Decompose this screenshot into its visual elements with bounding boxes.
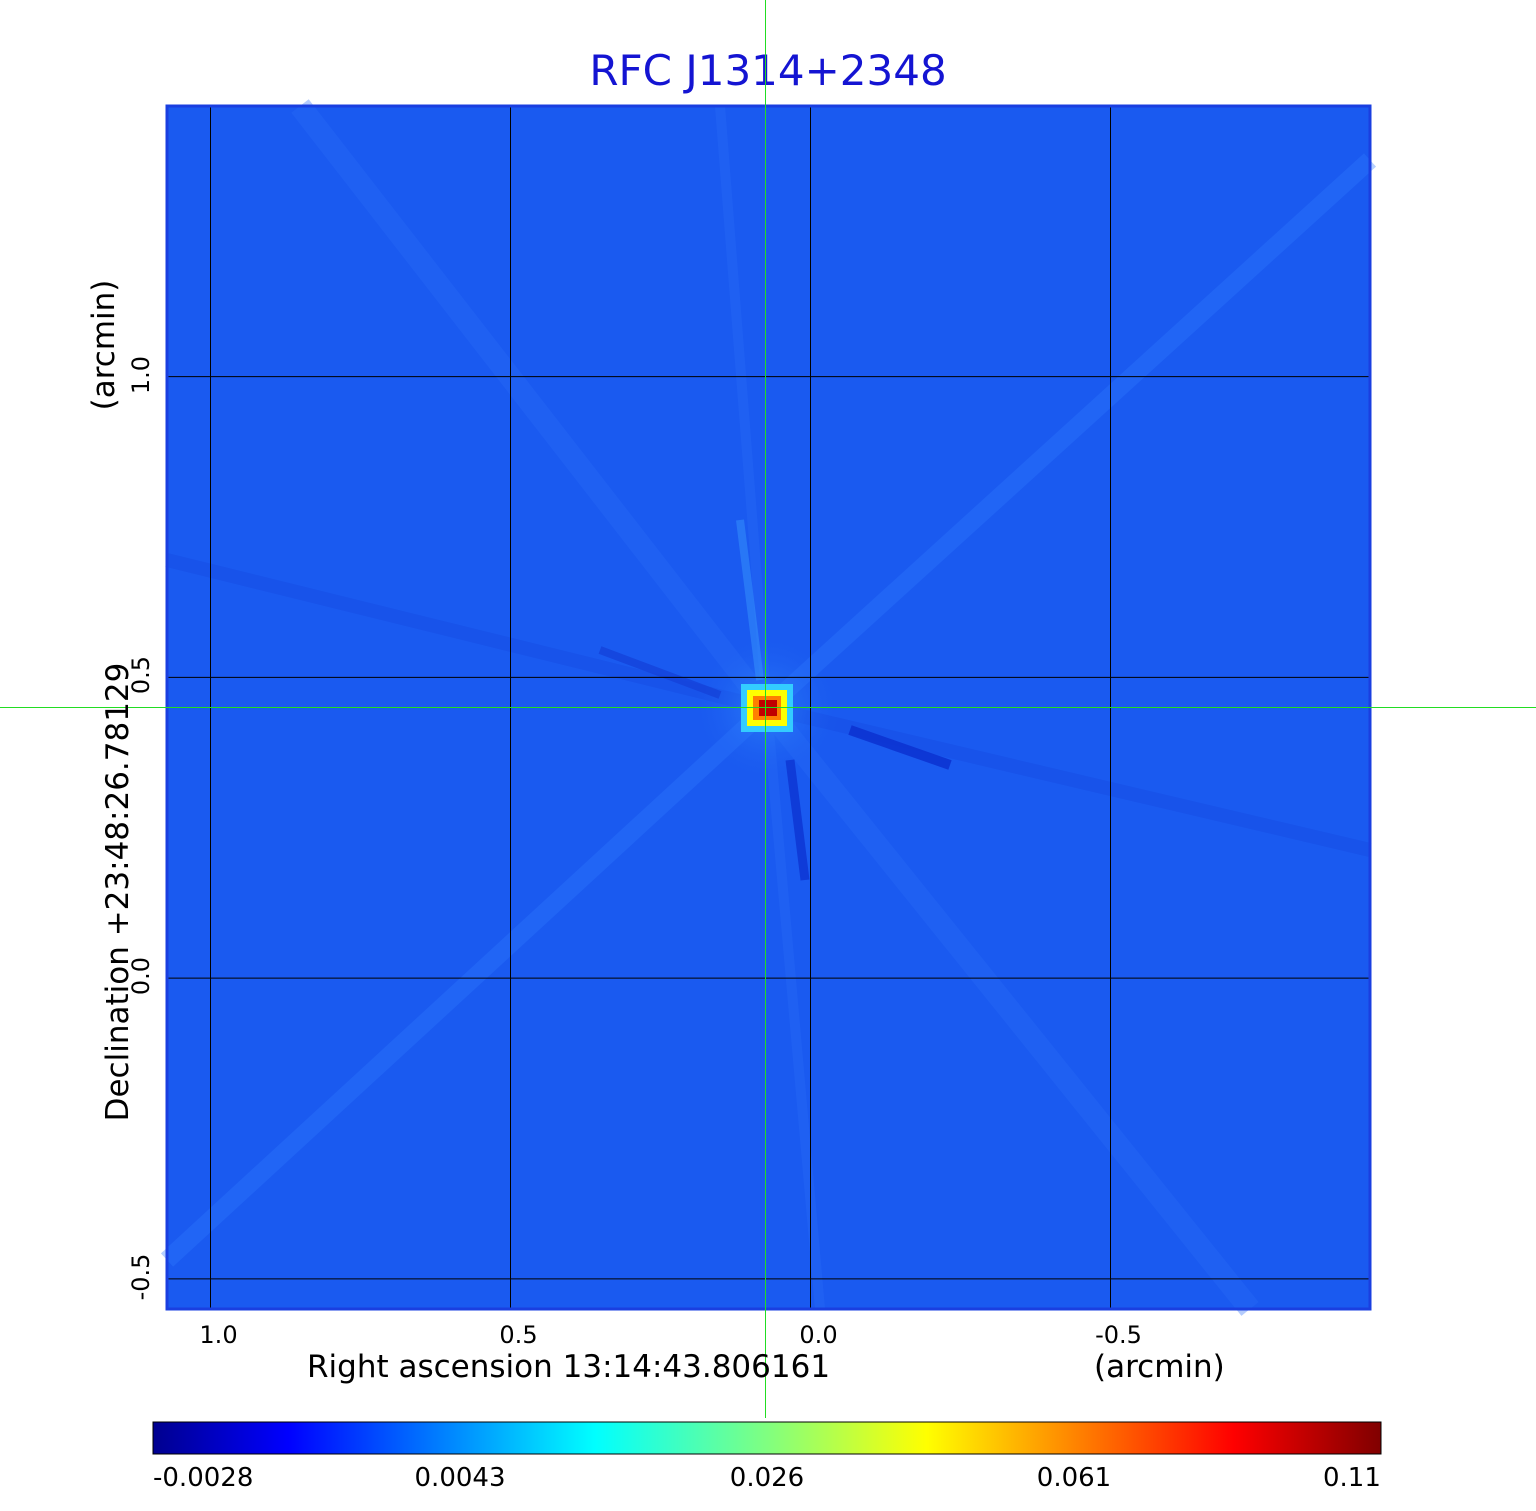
- x-axis-label: Right ascension 13:14:43.806161: [307, 1349, 831, 1385]
- source-sidelobes: [598, 519, 952, 881]
- y-tick-label: 1.0: [127, 355, 155, 394]
- map-texture: [160, 99, 1377, 1316]
- x-tick-label: 0.5: [499, 1321, 538, 1349]
- colorbar-tick-label: 0.0043: [414, 1463, 506, 1493]
- x-tick-label: 0.0: [799, 1321, 838, 1349]
- x-axis-unit: (arcmin): [1094, 1349, 1225, 1385]
- x-tick-label: 1.0: [199, 1321, 238, 1349]
- x-tick-label: -0.5: [1095, 1321, 1142, 1349]
- colorbar-tick-label: 0.11: [1323, 1463, 1381, 1493]
- coordinate-grid: [167, 106, 1370, 1309]
- colorbar: [152, 1421, 1382, 1455]
- y-axis-label: Declination +23:48:26.78129: [100, 662, 136, 1122]
- colorbar-tick-label: 0.061: [1036, 1463, 1112, 1493]
- chart-title: RFC J1314+2348: [589, 46, 947, 95]
- colorbar-tick-label: 0.026: [729, 1463, 805, 1493]
- y-axis-unit: (arcmin): [86, 279, 122, 411]
- colorbar-tick-label: -0.0028: [153, 1463, 254, 1493]
- crosshair: [0, 0, 1536, 1418]
- y-tick-label: -0.5: [127, 1253, 155, 1301]
